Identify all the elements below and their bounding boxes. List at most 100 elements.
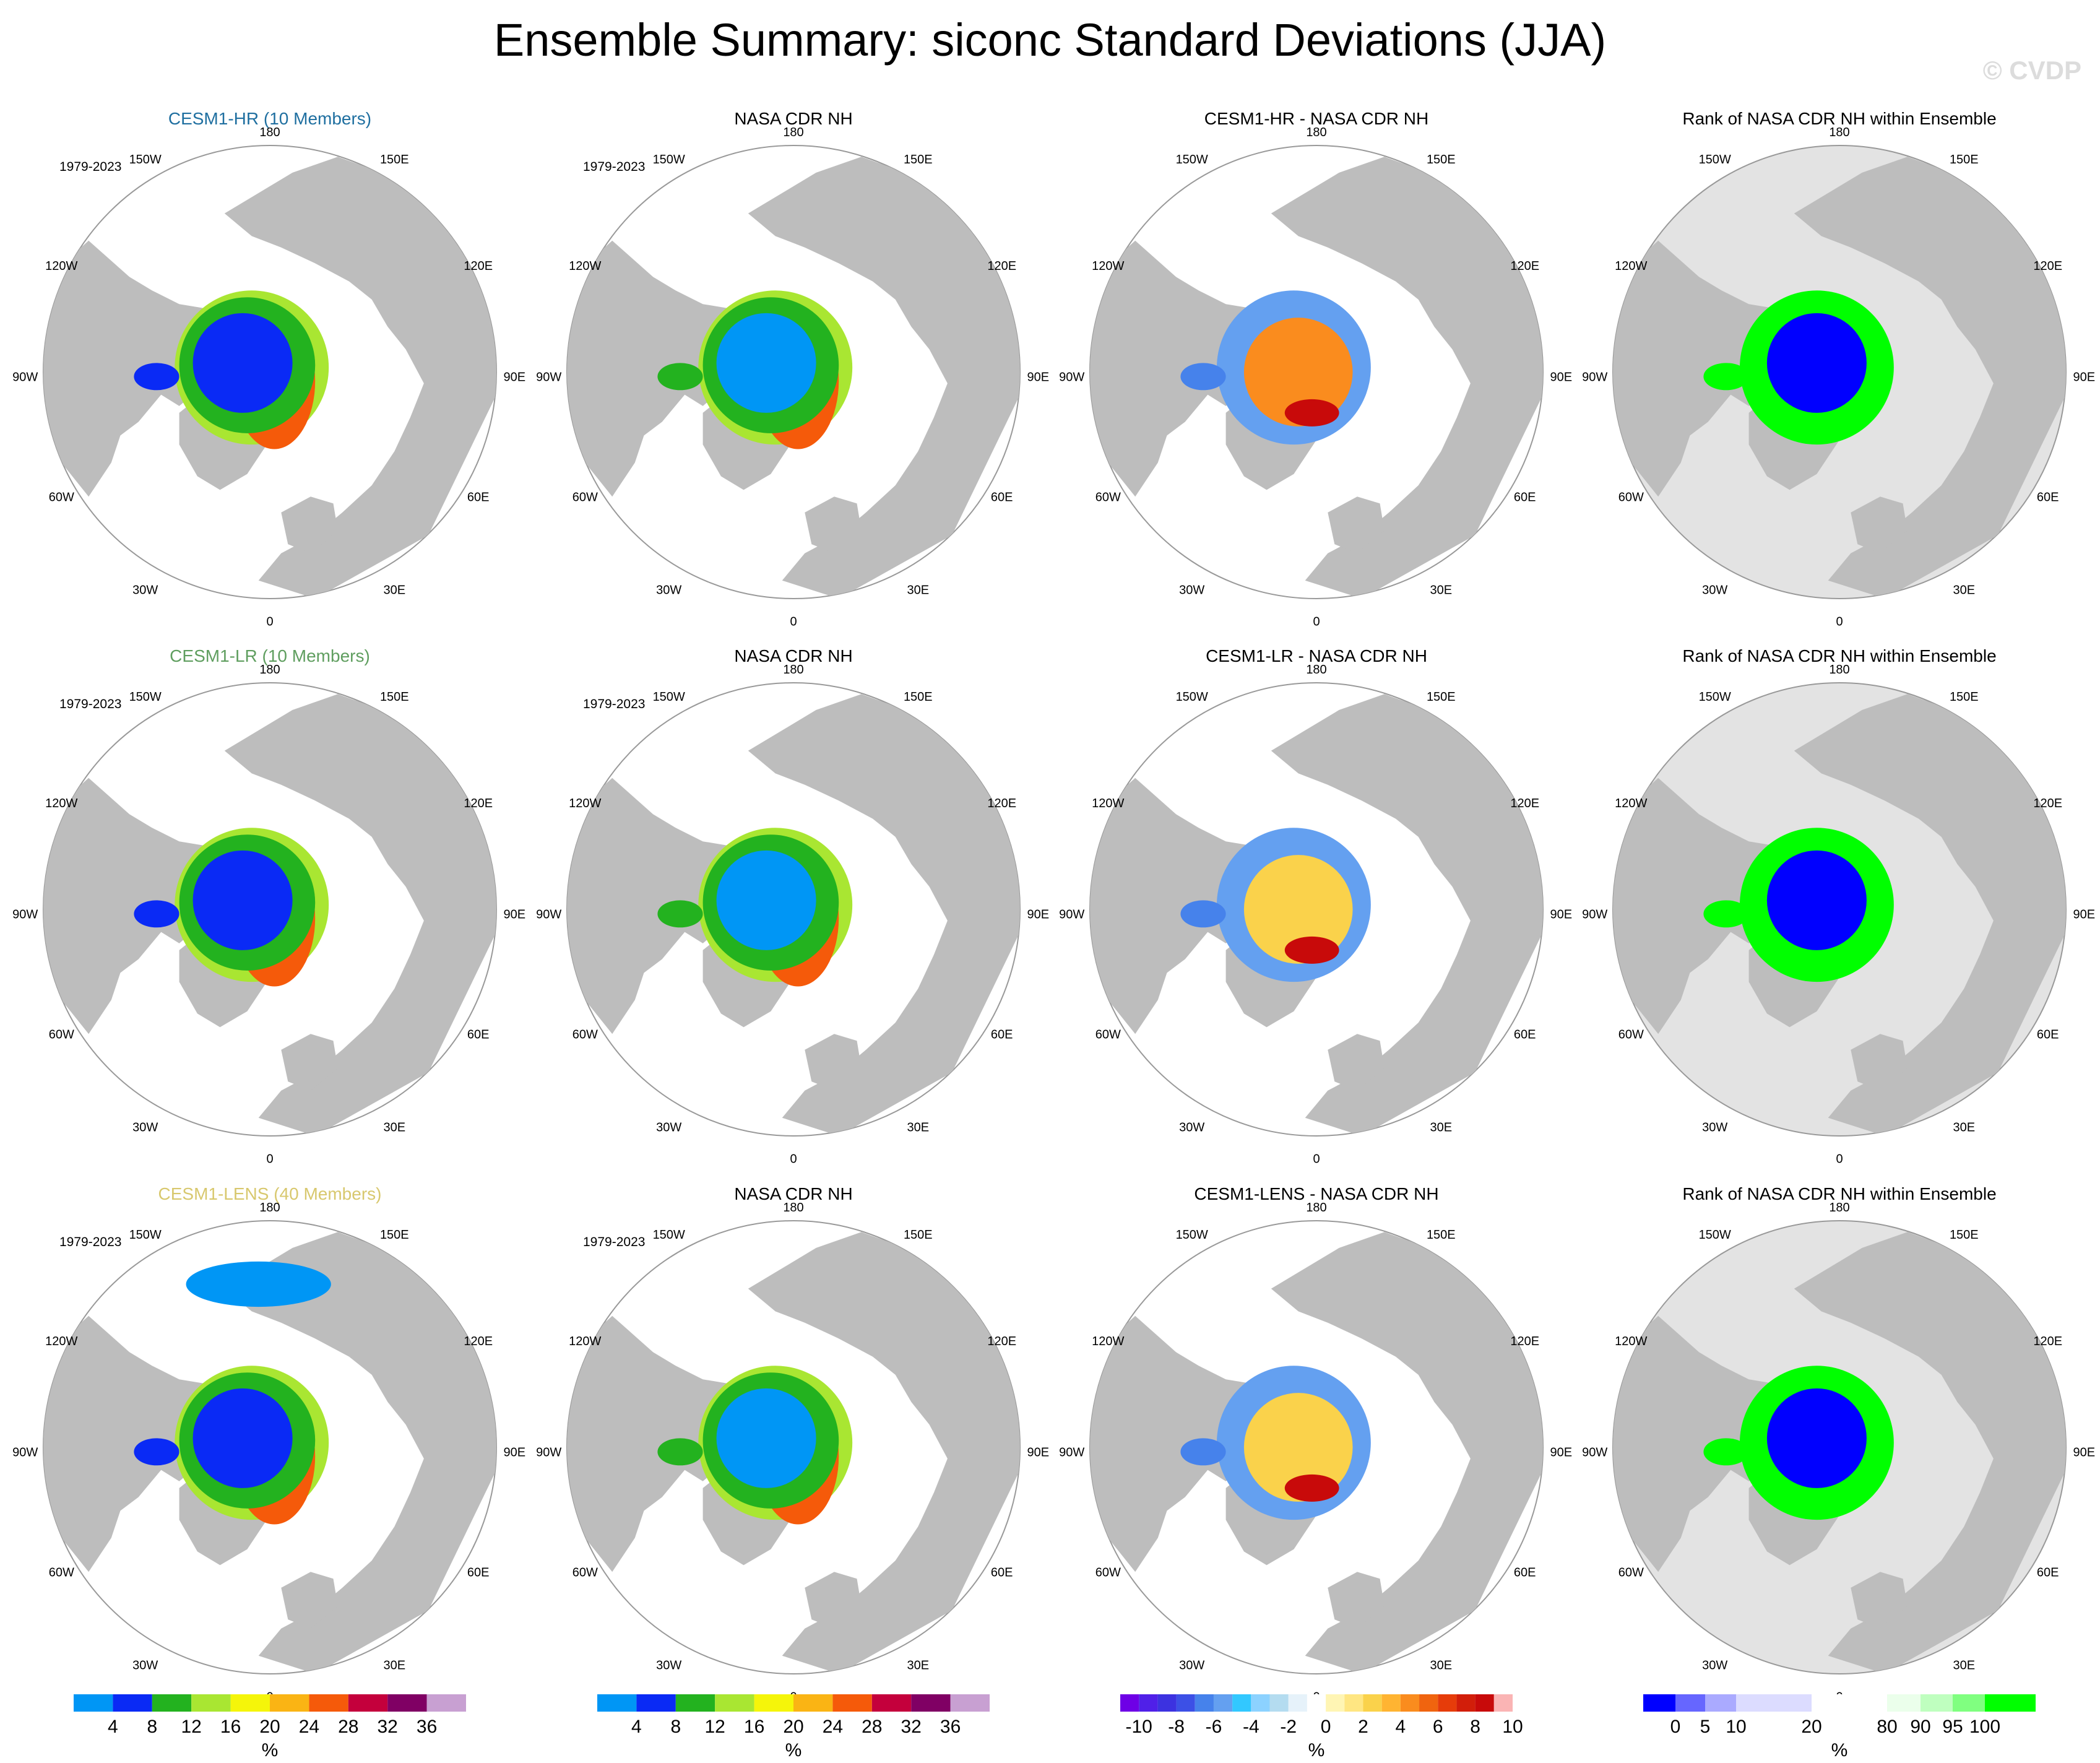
- colorbar-tick: 32: [378, 1717, 398, 1737]
- land-mass: [1851, 1572, 1908, 1629]
- lon-label: 120E: [1510, 1335, 1539, 1348]
- lon-label: 0: [1836, 615, 1843, 629]
- colorbar-box: [1326, 1694, 1345, 1712]
- map-interior: [1613, 694, 2066, 1136]
- colorbar-box: [1475, 1694, 1494, 1712]
- colorbar-tick: 32: [901, 1717, 922, 1737]
- map-interior: [43, 1232, 496, 1674]
- colorbar-box: [309, 1694, 348, 1712]
- panel-5: CESM1-LR (10 Members) 1979-2023 180 0 150W 15…: [12, 646, 525, 1166]
- colorbar-box: [1456, 1694, 1476, 1712]
- colorbar-box: [1643, 1694, 1675, 1712]
- lon-label: 30E: [1953, 1658, 1976, 1672]
- ice-std-core: [192, 313, 293, 413]
- lon-label: 180: [783, 663, 803, 677]
- lon-label: 30W: [656, 1120, 681, 1134]
- colorbar-box: [1675, 1694, 1705, 1712]
- colorbar-3: -10 -8 -6 -4 -2 0 2 4 6 8 10%: [1120, 1694, 1523, 1761]
- lon-label: 30E: [1953, 1120, 1976, 1134]
- panel-10: NASA CDR NH1979-20231800150W150E120W120E…: [536, 1184, 1049, 1704]
- colorbar-units: %: [1308, 1740, 1325, 1761]
- land-mass: [1328, 1034, 1385, 1091]
- colorbar-box: [832, 1694, 872, 1712]
- colorbar-tick: 36: [417, 1717, 437, 1737]
- lon-label: 90E: [1550, 370, 1572, 384]
- lon-label: 180: [1306, 126, 1326, 139]
- lon-label: 150E: [1950, 1228, 1979, 1242]
- panel-6: NASA CDR NH 1979-2023 180 0 150W 150E 120W 120E…: [536, 646, 1049, 1166]
- lon-label: 150W: [1176, 153, 1208, 167]
- land-mass: [1851, 496, 1908, 553]
- colorbar-tick: 95: [1942, 1717, 1963, 1737]
- lon-label: 30E: [384, 1120, 406, 1134]
- colorbar-box: [1400, 1694, 1420, 1712]
- lon-label: 90W: [12, 1445, 38, 1459]
- lon-label: 60E: [467, 1566, 490, 1579]
- lon-label: 120E: [987, 797, 1016, 810]
- land-mass: [224, 694, 496, 1136]
- lon-label: 90W: [1059, 370, 1084, 384]
- colorbar-2: 4 8 12 16 20 24 28 32 36%: [597, 1694, 990, 1761]
- land-mass: [1794, 694, 2066, 1136]
- panel-title: Rank of NASA CDR NH within Ensemble: [1682, 109, 1996, 128]
- lon-label: 150E: [904, 1228, 933, 1242]
- ice-diff-core: [1243, 318, 1353, 427]
- panel-title: CESM1-HR - NASA CDR NH: [1204, 109, 1428, 128]
- colorbar-tick: 36: [940, 1717, 961, 1737]
- lon-label: 90E: [2073, 1445, 2095, 1459]
- lon-label: 0: [1313, 1153, 1320, 1166]
- lon-label: 30W: [1179, 583, 1204, 597]
- lon-label: 30E: [1430, 1120, 1453, 1134]
- ice-std-core: [716, 313, 816, 413]
- lon-label: 60W: [49, 1028, 74, 1041]
- lon-label: 90E: [503, 370, 525, 384]
- lon-label: 90E: [1550, 1445, 1572, 1459]
- panel-2: NASA CDR NH 1979-2023 180 0 150W 150E 120W 120E…: [536, 109, 1049, 629]
- ice-diff-core: [1243, 1393, 1353, 1502]
- panel-title: CESM1-LR (10 Members): [170, 646, 370, 665]
- ice-std-core: [716, 850, 816, 950]
- lon-label: 90E: [1550, 907, 1572, 921]
- colorbar-box: [113, 1694, 152, 1712]
- panel-title: CESM1-LENS - NASA CDR NH: [1194, 1184, 1438, 1203]
- colorbar-box: [1736, 1694, 1812, 1712]
- colorbar-tick: -2: [1280, 1717, 1297, 1737]
- colorbar-box: [387, 1694, 427, 1712]
- lon-label: 30E: [907, 1120, 930, 1134]
- lon-label: 120E: [464, 1335, 493, 1348]
- lon-label: 150E: [1427, 1228, 1456, 1242]
- lon-label: 120E: [2033, 259, 2062, 273]
- colorbar-box: [191, 1694, 231, 1712]
- lon-label: 90W: [12, 907, 38, 921]
- colorbar-tick: 20: [1801, 1717, 1821, 1737]
- land-mass: [1271, 157, 1543, 599]
- lon-label: 120W: [45, 797, 77, 810]
- panel-title: CESM1-HR (10 Members): [168, 109, 371, 128]
- colorbar-box: [1251, 1694, 1270, 1712]
- panel-title: NASA CDR NH: [734, 646, 852, 665]
- ice-rank-hudson: [1703, 363, 1749, 391]
- lon-label: 60W: [573, 1566, 598, 1579]
- lon-label: 120E: [987, 259, 1016, 273]
- lon-label: 0: [266, 615, 273, 629]
- colorbar-box: [1381, 1694, 1401, 1712]
- lon-label: 90W: [1582, 907, 1607, 921]
- ice-diff-hudson: [1180, 900, 1226, 928]
- land-mass: [748, 694, 1020, 1136]
- ice-rank-core: [1766, 850, 1867, 950]
- colorbar-box: [911, 1694, 951, 1712]
- lon-label: 60W: [1095, 1028, 1121, 1041]
- lon-label: 150E: [1427, 153, 1456, 167]
- ice-std-core: [192, 1388, 293, 1488]
- colorbar-tick: 2: [1358, 1717, 1368, 1737]
- lon-label: 60E: [2037, 490, 2059, 504]
- colorbar-4: 0 5 10 20 80 90 95 100%: [1643, 1694, 2036, 1761]
- map-interior: [43, 157, 496, 599]
- lon-label: 150W: [1176, 1228, 1208, 1242]
- lon-label: 60E: [467, 1028, 490, 1041]
- colorbar-tick: 28: [862, 1717, 882, 1737]
- lon-label: 60E: [467, 490, 490, 504]
